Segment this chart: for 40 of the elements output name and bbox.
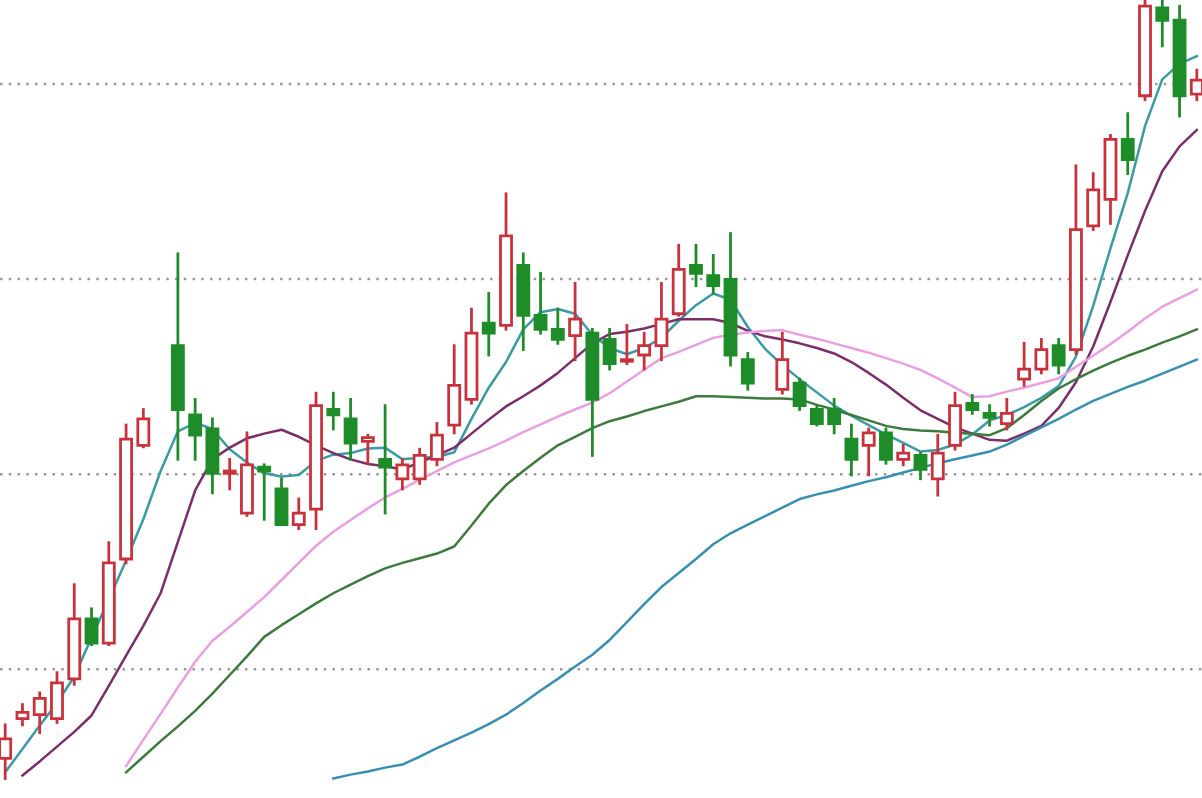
candlestick — [879, 427, 893, 465]
candlestick — [1189, 68, 1202, 102]
candlestick — [792, 377, 807, 411]
candlestick — [395, 457, 410, 491]
candlestick — [982, 404, 997, 427]
candlestick — [378, 404, 393, 515]
candlestick — [671, 243, 686, 317]
candlestick — [913, 451, 928, 481]
candlestick — [896, 443, 911, 467]
candlestick — [568, 282, 583, 362]
candlestick — [550, 307, 565, 345]
candlestick — [999, 398, 1014, 431]
candlestick — [1155, 0, 1170, 48]
candlestick — [844, 423, 859, 477]
candlestick — [188, 398, 203, 461]
candlestick — [15, 703, 30, 727]
candlestick — [0, 723, 13, 780]
candlestick — [861, 427, 876, 477]
candlestick — [637, 331, 652, 371]
candlestick — [740, 352, 755, 391]
candlestick — [274, 477, 289, 527]
candlestick — [84, 607, 99, 647]
candlestick — [619, 324, 634, 365]
candlestick — [533, 271, 548, 335]
candlestick — [205, 417, 220, 495]
candlestick — [1120, 112, 1135, 175]
candlestick — [775, 331, 790, 395]
candlestick — [602, 327, 617, 371]
candlestick — [326, 391, 341, 431]
candlestick — [447, 344, 462, 435]
candlestick — [930, 433, 945, 497]
candlestick — [481, 292, 496, 357]
candlestick — [654, 282, 669, 362]
candlestick — [291, 497, 306, 531]
candlestick — [360, 433, 375, 465]
candlestick — [1051, 338, 1066, 375]
candlestick — [948, 391, 962, 451]
candlestick — [343, 398, 358, 461]
candlestick — [1086, 172, 1101, 232]
candlestick — [257, 463, 272, 521]
